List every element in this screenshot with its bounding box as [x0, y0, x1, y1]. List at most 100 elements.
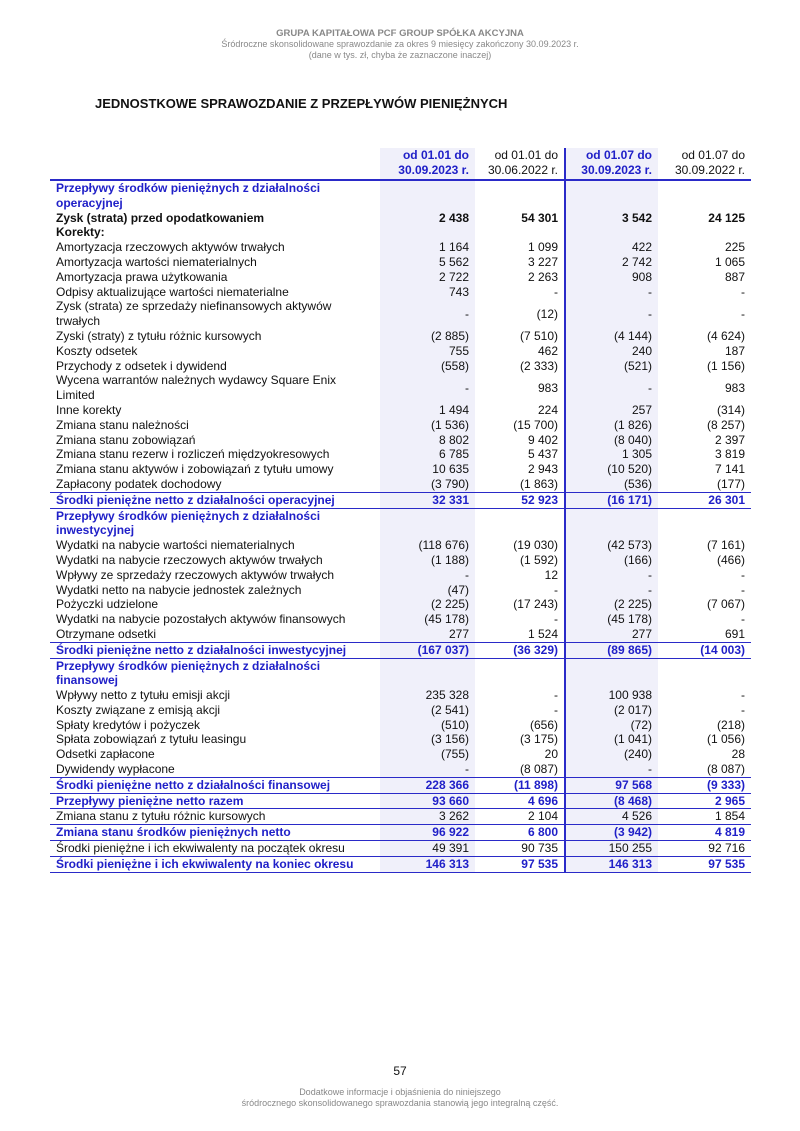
- cash-flow-table: od 01.01 do 30.09.2023 r. od 01.01 do 30.0…: [50, 148, 751, 873]
- total-row: Środki pieniężne netto z działalności in…: [50, 641, 751, 659]
- row-value: -: [380, 762, 475, 778]
- row-label: Zysk (strata) ze sprzedaży niefinansowyc…: [56, 299, 332, 329]
- table-row: Spłata zobowiązań z tytułu leasingu (3 15…: [50, 732, 751, 748]
- row-value: 983: [537, 380, 558, 395]
- row-value: (11 898): [475, 776, 565, 794]
- total-row: Przepływy pieniężne netto razem 93 660 4 6…: [50, 792, 751, 810]
- row-value: 7 141: [714, 462, 745, 477]
- table-header-row: od 01.01 do 30.09.2023 r. od 01.01 do 30.0…: [50, 148, 751, 181]
- row-value: -: [380, 373, 475, 403]
- row-value: -: [741, 306, 745, 321]
- table-row: Zmiana stanu zobowiązań 8 802 9 402 (8 040)…: [50, 432, 751, 448]
- row-label: Odpisy aktualizujące wartości niemateria…: [56, 284, 289, 299]
- row-label: Zmiana stanu z tytułu różnic kursowych: [56, 809, 266, 824]
- row-value: -: [564, 582, 658, 598]
- row-value: (521): [564, 358, 658, 374]
- row-label: Inne korekty: [56, 402, 122, 417]
- row-value: -: [741, 567, 745, 582]
- row-value: 2 965: [658, 792, 751, 810]
- row-label: Otrzymane odsetki: [56, 626, 157, 641]
- row-value: 1 099: [527, 240, 558, 255]
- row-label: Spłata zobowiązań z tytułu leasingu: [56, 732, 247, 747]
- row-label: Zmiana stanu aktywów i zobowiązań z tytu…: [56, 462, 334, 477]
- row-value: 97 535: [658, 855, 751, 873]
- row-value: (166): [564, 552, 658, 568]
- row-label: Przychody z odsetek i dywidend: [56, 358, 227, 373]
- table-row: Zysk (strata) przed opodatkowaniem 2 438 5…: [50, 210, 751, 226]
- row-value: -: [741, 688, 745, 703]
- table-row: Wpływy netto z tytułu emisji akcji 235 32…: [50, 688, 751, 703]
- row-value: -: [741, 582, 745, 597]
- report-subtitle: Śródroczne skonsolidowane sprawozdanie z…: [221, 39, 579, 49]
- row-value: [564, 508, 658, 539]
- row-value: 755: [380, 343, 475, 359]
- row-value: 228 366: [380, 776, 475, 794]
- row-value: (36 329): [475, 641, 565, 659]
- row-value: (7 510): [519, 328, 558, 343]
- row-label: Amortyzacja prawa użytkowania: [56, 269, 228, 284]
- footer-line: śródrocznego skonsolidowanego sprawozdan…: [241, 1098, 559, 1108]
- row-value: 49 391: [380, 840, 475, 857]
- row-value: (8 040): [564, 432, 658, 448]
- row-label: Przepływy środków pieniężnych z działaln…: [56, 508, 321, 538]
- page-header: GRUPA KAPITAŁOWA PCF GROUP SPÓŁKA AKCYJN…: [0, 28, 800, 61]
- row-value: 52 923: [475, 491, 565, 509]
- row-value: [658, 658, 751, 688]
- row-value: (2 333): [519, 358, 558, 373]
- table-row: Wydatki na nabycie rzeczowych aktywów tr…: [50, 552, 751, 568]
- column-header: od 01.07 do 30.09.2022 r.: [658, 148, 751, 181]
- row-value: 1 065: [714, 254, 745, 269]
- row-value: (1 863): [519, 476, 558, 491]
- row-value: (536): [564, 476, 658, 493]
- table-row: Zysk (strata) ze sprzedaży niefinansowyc…: [50, 299, 751, 329]
- row-value: 1 305: [564, 447, 658, 463]
- row-label: Przepływy środków pieniężnych z działaln…: [56, 658, 321, 688]
- row-value: (4 144): [564, 328, 658, 344]
- row-value: 96 922: [380, 824, 475, 842]
- row-value: (8 468): [564, 792, 658, 810]
- row-value: 146 313: [564, 855, 658, 873]
- row-label: Wpływy netto z tytułu emisji akcji: [56, 688, 231, 703]
- row-value: [564, 180, 658, 211]
- table-row: Wydatki na nabycie wartości niematerialn…: [50, 538, 751, 553]
- row-label: Zmiana stanu zobowiązań: [56, 432, 196, 447]
- row-value: (2 885): [380, 328, 475, 344]
- row-value: (4 624): [706, 328, 745, 343]
- table-row: Amortyzacja prawa użytkowania 2 722 2 263 9…: [50, 269, 751, 285]
- row-value: 97 535: [475, 855, 565, 873]
- table-row: Przychody z odsetek i dywidend (558) (2 33…: [50, 358, 751, 374]
- row-value: 2 263: [527, 269, 558, 284]
- row-value: 97 568: [564, 776, 658, 794]
- row-value: 24 125: [708, 210, 745, 225]
- row-value: (15 700): [513, 417, 558, 432]
- row-value: 908: [564, 269, 658, 285]
- row-label: Środki pieniężne netto z działalności fi…: [50, 776, 380, 794]
- row-value: (89 865): [564, 641, 658, 659]
- row-value: 240: [564, 343, 658, 359]
- row-value: 2 438: [380, 210, 475, 226]
- row-value: (8 257): [706, 417, 745, 432]
- table-row: Amortyzacja rzeczowych aktywów trwałych 1…: [50, 240, 751, 255]
- row-value: 8 802: [380, 432, 475, 448]
- row-label: Przepływy pieniężne netto razem: [50, 792, 380, 810]
- table-row: Koszty odsetek 755 462 240 187: [50, 343, 751, 359]
- row-value: 1 524: [527, 626, 558, 641]
- row-value: 150 255: [564, 840, 658, 857]
- row-label: Amortyzacja wartości niematerialnych: [56, 254, 257, 269]
- table-row: Otrzymane odsetki 277 1 524 277 691: [50, 626, 751, 643]
- row-value: [564, 225, 658, 241]
- row-value: -: [554, 582, 558, 597]
- table-row: Korekty:: [50, 225, 751, 241]
- table-row: Pożyczki udzielone (2 225) (17 243) (2 225)…: [50, 597, 751, 613]
- row-value: (1 826): [564, 417, 658, 433]
- row-value: 4 819: [658, 824, 751, 842]
- row-value: (19 030): [513, 538, 558, 553]
- row-value: 1 164: [380, 240, 475, 255]
- row-value: -: [741, 612, 745, 627]
- row-value: (12): [536, 306, 558, 321]
- row-value: (510): [380, 717, 475, 733]
- row-value: [475, 658, 565, 688]
- row-value: (2 017): [564, 702, 658, 718]
- row-value: (42 573): [564, 538, 658, 553]
- row-value: -: [564, 299, 658, 329]
